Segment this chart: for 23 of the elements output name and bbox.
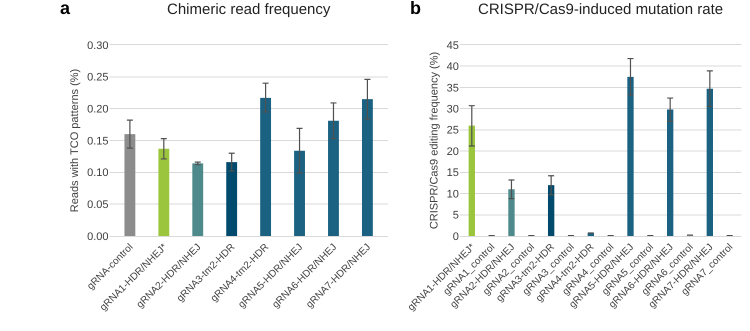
text: a — [60, 0, 71, 18]
y-tick-label: 0.10 — [87, 167, 109, 180]
y-tick-label: 10 — [446, 188, 459, 200]
y-tick-label: 30 — [446, 104, 459, 116]
y-tick-label: 0 — [452, 230, 459, 243]
y-tick-label: 0.20 — [87, 104, 109, 116]
y-axis-title: CRISPR/Cas9 editing frequency (%) — [428, 52, 440, 230]
y-tick-label: 25 — [446, 124, 459, 137]
y-tick-label: 0.25 — [87, 72, 109, 84]
y-tick-label: 20 — [446, 146, 459, 158]
y-tick-label: 0.15 — [87, 135, 109, 148]
y-tick-label: 15 — [446, 167, 459, 180]
y-tick-label: 0.30 — [87, 40, 109, 52]
y-tick-label: 40 — [446, 61, 459, 74]
y-tick-label: 0.05 — [87, 199, 109, 212]
y-tick-label: 0.00 — [87, 230, 109, 243]
text: b — [410, 0, 421, 18]
chart-title: CRISPR/Cas9-induced mutation rate — [478, 1, 724, 18]
y-tick-label: 45 — [446, 40, 459, 52]
y-axis-title: Reads with TCO patterns (%) — [68, 68, 81, 212]
y-tick-label: 35 — [446, 82, 459, 94]
chart-title: Chimeric read frequency — [167, 1, 331, 18]
y-tick-label: 5 — [452, 210, 459, 222]
